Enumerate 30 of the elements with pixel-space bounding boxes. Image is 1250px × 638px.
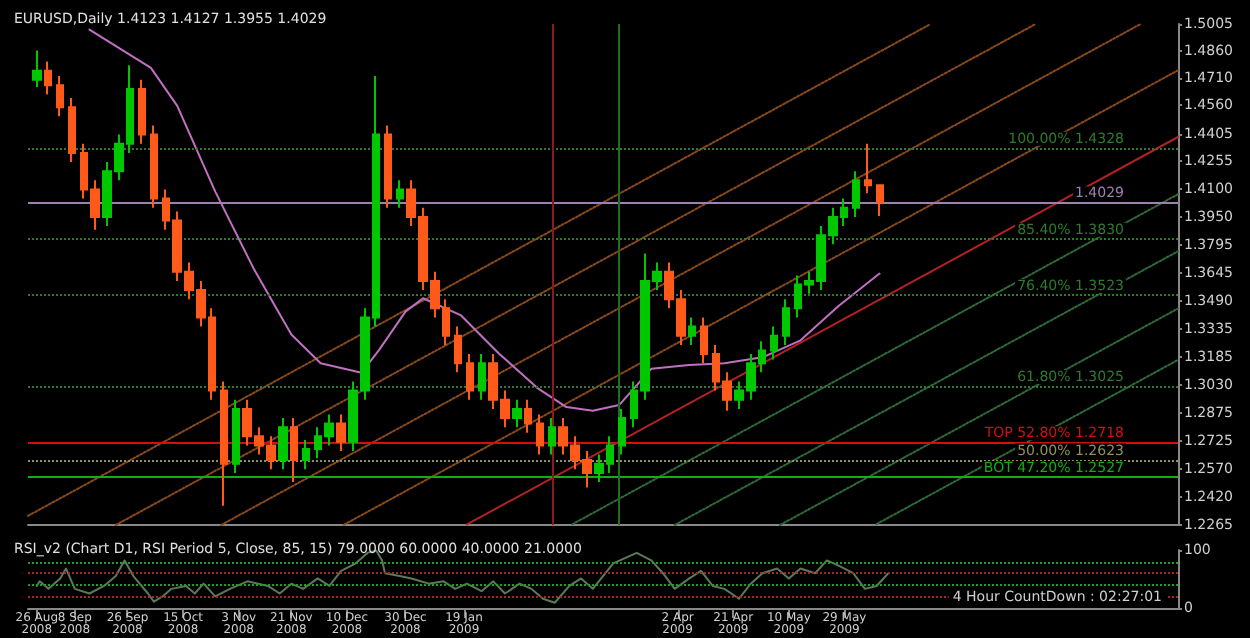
candlestick — [782, 298, 790, 346]
candlestick — [466, 353, 474, 401]
candlestick — [220, 380, 228, 507]
candlestick — [278, 417, 288, 471]
candlestick — [536, 413, 544, 456]
candlestick — [700, 316, 708, 365]
candlestick — [290, 417, 298, 484]
candlestick — [232, 398, 240, 474]
candlestick — [56, 75, 64, 118]
candlestick — [512, 398, 522, 429]
candlestick — [138, 78, 146, 145]
candlestick — [150, 124, 158, 209]
candlestick — [618, 407, 626, 456]
candlestick — [396, 179, 404, 209]
candlestick — [548, 417, 556, 456]
candlestick — [384, 124, 392, 209]
candlestick — [302, 438, 310, 471]
candlestick — [454, 325, 462, 374]
candlestick — [44, 60, 52, 96]
candlestick — [864, 142, 872, 195]
candlestick — [68, 97, 76, 164]
candlestick — [32, 49, 42, 89]
candlestick — [478, 353, 486, 401]
line-series — [88, 28, 881, 412]
candlestick — [524, 398, 532, 434]
candlestick — [876, 183, 884, 217]
candlestick — [852, 170, 860, 218]
candlestick — [770, 325, 778, 361]
candlestick — [336, 413, 346, 452]
candlestick — [688, 316, 696, 346]
